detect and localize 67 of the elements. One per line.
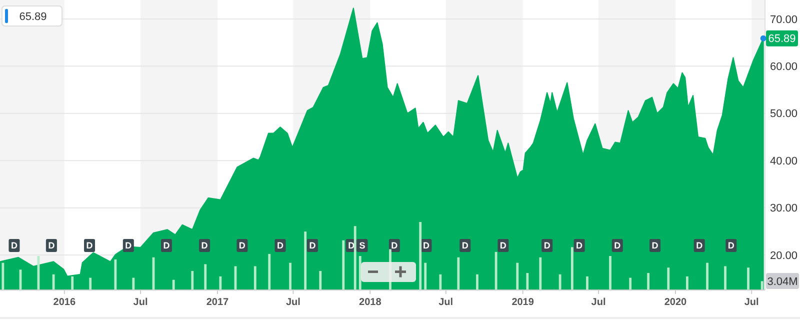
- bar: [424, 262, 427, 290]
- bar: [439, 274, 442, 290]
- x-tick-label: 2018: [359, 297, 382, 308]
- bar: [760, 281, 764, 290]
- bar: [89, 278, 92, 290]
- bar: [2, 262, 4, 290]
- bar: [71, 276, 74, 290]
- bar: [204, 264, 207, 290]
- y-tick-label: 20.00: [770, 250, 798, 262]
- bar: [570, 247, 574, 290]
- bar: [558, 274, 562, 290]
- y-tick-label: 30.00: [770, 202, 798, 215]
- bar: [172, 280, 175, 290]
- x-tick-label: 2016: [53, 297, 76, 308]
- bar: [476, 274, 478, 290]
- bar: [132, 278, 135, 290]
- x-tick-label: 2020: [664, 297, 688, 308]
- bar: [647, 273, 650, 290]
- bar: [494, 252, 498, 290]
- x-tick-label: Jul: [133, 297, 148, 308]
- bar: [706, 262, 708, 290]
- annotation: 65.89: [19, 10, 47, 23]
- annotation: D: [48, 240, 56, 251]
- bar: [191, 270, 194, 290]
- annotation: D: [696, 240, 704, 251]
- bar: [686, 276, 688, 290]
- annotation: D: [614, 240, 622, 251]
- annotation: D: [348, 240, 356, 251]
- bar: [304, 232, 307, 290]
- bar: [586, 276, 588, 290]
- bar: [609, 256, 612, 290]
- bar: [747, 268, 750, 290]
- x-tick-label: Jul: [744, 297, 760, 308]
- bar: [667, 268, 670, 290]
- bar: [354, 226, 356, 290]
- x-tick-label: Jul: [591, 297, 606, 308]
- annotation: D: [391, 240, 398, 251]
- annotation: D: [163, 240, 170, 251]
- annotation: D: [576, 240, 584, 251]
- text: 3.04M: [767, 276, 798, 288]
- bar: [724, 266, 726, 290]
- bar: [342, 240, 345, 290]
- annotation: D: [125, 240, 132, 251]
- x-tick-label: 2019: [512, 297, 534, 308]
- x-tick-label: 2017: [206, 297, 230, 308]
- bar: [114, 259, 117, 290]
- bar: [419, 222, 422, 290]
- bar: [539, 257, 542, 290]
- bar: [358, 256, 362, 290]
- y-tick-label: 60.00: [770, 61, 798, 74]
- bar: [219, 276, 222, 290]
- bar: [629, 278, 632, 290]
- y-tick-label: 40.00: [770, 155, 798, 168]
- bar: [289, 262, 292, 290]
- x-tick-label: Jul: [286, 297, 301, 308]
- bar: [457, 257, 460, 290]
- annotation: 65.89: [768, 33, 796, 46]
- annotation: S: [359, 240, 366, 251]
- bar: [268, 254, 271, 290]
- y-tick-label: 70.00: [770, 14, 798, 26]
- bar: [254, 266, 256, 290]
- bar: [526, 273, 529, 290]
- bar: [319, 270, 322, 290]
- bar: [516, 262, 519, 290]
- annotation: D: [309, 240, 316, 251]
- y-tick-label: 50.00: [770, 108, 798, 120]
- x-tick-label: Jul: [438, 297, 454, 308]
